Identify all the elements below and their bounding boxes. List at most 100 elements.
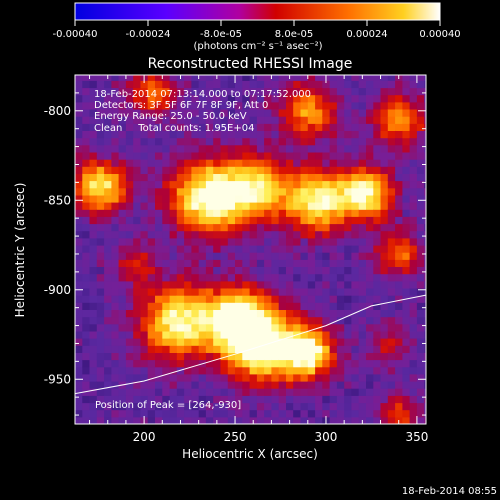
heatmap-cell <box>380 94 389 103</box>
heatmap-cell <box>300 259 309 267</box>
heatmap-cell <box>169 109 178 117</box>
heatmap-cell <box>169 187 178 196</box>
heatmap-cell <box>329 123 338 131</box>
heatmap-cell <box>155 209 163 217</box>
heatmap-cell <box>395 359 403 368</box>
heatmap-cell <box>264 202 272 210</box>
heatmap-cell <box>373 373 382 382</box>
heatmap-cell <box>89 101 98 110</box>
heatmap-cell <box>96 338 105 346</box>
heatmap-cell <box>278 323 287 332</box>
heatmap-cell <box>293 187 301 196</box>
heatmap-cell <box>198 402 207 411</box>
heatmap-cell <box>271 302 280 310</box>
heatmap-cell <box>220 259 229 267</box>
heatmap-cell <box>315 137 323 146</box>
heatmap-cell <box>256 259 265 267</box>
heatmap-cell <box>424 101 426 110</box>
heatmap-cell <box>133 395 141 404</box>
heatmap-cell <box>162 187 171 196</box>
heatmap-cell <box>264 116 272 124</box>
heatmap-cell <box>373 194 382 203</box>
heatmap-cell <box>104 302 112 310</box>
heatmap-cell <box>424 166 426 174</box>
heatmap-cell <box>220 180 229 189</box>
heatmap-cell <box>351 216 360 225</box>
heatmap-cell <box>96 159 105 167</box>
heatmap-cell <box>286 366 294 375</box>
heatmap-cell <box>380 416 389 424</box>
heatmap-cell <box>169 80 178 89</box>
heatmap-cell <box>125 245 134 253</box>
heatmap-cell <box>366 216 374 225</box>
heatmap-cell <box>125 94 134 103</box>
heatmap-cell <box>75 159 83 167</box>
heatmap-cell <box>387 87 396 96</box>
heatmap-cell <box>409 80 418 89</box>
heatmap-cell <box>322 366 331 375</box>
heatmap-cell <box>336 123 345 131</box>
heatmap-cell <box>249 402 258 411</box>
heatmap-cell <box>75 273 83 282</box>
heatmap-cell <box>213 288 221 296</box>
heatmap-cell <box>424 237 426 246</box>
heatmap-cell <box>358 345 367 353</box>
heatmap-cell <box>111 101 120 110</box>
heatmap-cell <box>155 94 163 103</box>
heatmap-cell <box>111 223 120 232</box>
heatmap-cell <box>344 223 352 232</box>
heatmap-cell <box>373 94 382 103</box>
heatmap-cell <box>205 273 214 282</box>
heatmap-cell <box>249 194 258 203</box>
heatmap-cell <box>329 216 338 225</box>
heatmap-cell <box>256 402 265 411</box>
heatmap-cell <box>220 323 229 332</box>
heatmap-cell <box>213 101 221 110</box>
heatmap-cell <box>416 388 425 396</box>
heatmap-cell <box>227 87 236 96</box>
heatmap-cell <box>380 323 389 332</box>
heatmap-cell <box>176 352 185 361</box>
heatmap-cell <box>118 259 127 267</box>
heatmap-cell <box>227 338 236 346</box>
heatmap-cell <box>125 123 134 131</box>
heatmap-cell <box>235 202 243 210</box>
heatmap-cell <box>307 381 316 389</box>
heatmap-cell <box>409 366 418 375</box>
heatmap-cell <box>322 209 331 217</box>
heatmap-cell <box>395 309 403 318</box>
heatmap-cell <box>286 230 294 239</box>
heatmap-cell <box>191 352 200 361</box>
heatmap-cell <box>169 194 178 203</box>
heatmap-cell <box>278 223 287 232</box>
heatmap-cell <box>264 230 272 239</box>
heatmap-cell <box>147 288 156 296</box>
heatmap-cell <box>358 352 367 361</box>
heatmap-cell <box>242 280 251 289</box>
heatmap-cell <box>235 330 243 339</box>
heatmap-cell <box>176 109 185 117</box>
heatmap-cell <box>293 388 301 396</box>
heatmap-cell <box>75 166 83 174</box>
heatmap-cell <box>278 87 287 96</box>
heatmap-cell <box>402 216 411 225</box>
heatmap-cell <box>409 173 418 182</box>
heatmap-cell <box>162 416 171 424</box>
heatmap-cell <box>373 87 382 96</box>
heatmap-cell <box>176 316 185 325</box>
heatmap-cell <box>351 409 360 418</box>
heatmap-cell <box>249 381 258 389</box>
heatmap-cell <box>191 309 200 318</box>
heatmap-cell <box>169 288 178 296</box>
heatmap-cell <box>96 388 105 396</box>
heatmap-cell <box>329 94 338 103</box>
heatmap-cell <box>416 288 425 296</box>
heatmap-cell <box>191 152 200 160</box>
heatmap-cell <box>315 252 323 260</box>
heatmap-cell <box>147 252 156 260</box>
heatmap-cell <box>307 101 316 110</box>
heatmap-cell <box>424 159 426 167</box>
heatmap-cell <box>373 288 382 296</box>
heatmap-cell <box>213 245 221 253</box>
heatmap-cell <box>315 159 323 167</box>
